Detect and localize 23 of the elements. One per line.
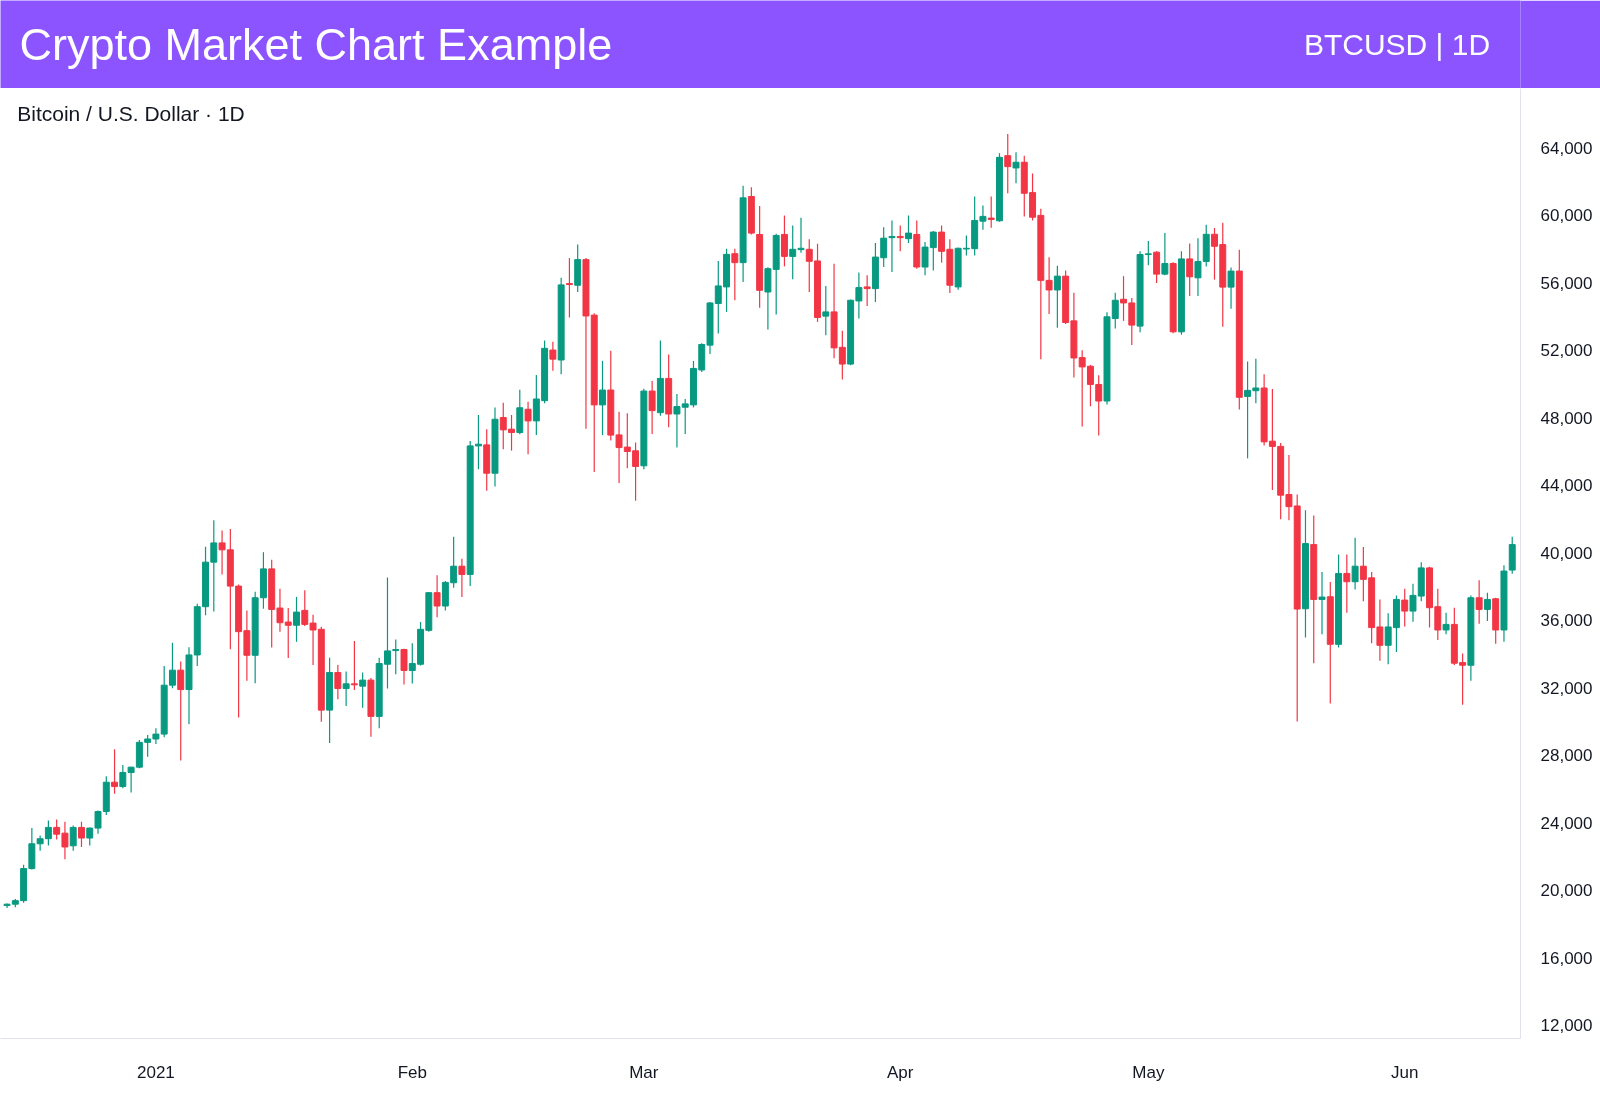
y-tick-label: 32,000 [1540,678,1593,698]
y-tick-label: 24,000 [1540,813,1593,833]
y-tick-label: 16,000 [1540,948,1593,968]
y-tick-label: 60,000 [1540,206,1593,226]
x-tick-label: Apr [887,1062,914,1082]
y-tick-label: 64,000 [1540,138,1593,158]
text: Bitcoin / U.S. Dollar · 1D [17,101,245,125]
x-tick-label: 2021 [137,1062,175,1082]
x-tick-label: Mar [629,1062,659,1082]
x-tick-label: Feb [397,1062,427,1082]
y-tick-label: 48,000 [1540,408,1593,428]
y-tick-label: 52,000 [1540,341,1593,361]
text: BTCUSD | 1D [1303,28,1491,61]
y-tick-label: 44,000 [1540,476,1593,496]
x-tick-label: May [1132,1062,1165,1082]
y-tick-label: 36,000 [1540,611,1593,631]
y-tick-label: 20,000 [1540,881,1593,901]
y-tick-label: 56,000 [1540,273,1593,293]
y-tick-label: 12,000 [1540,1016,1593,1035]
x-tick-label: Jun [1391,1062,1419,1082]
y-tick-label: 40,000 [1540,543,1593,563]
y-tick-label: 28,000 [1540,746,1593,766]
chart-title: Crypto Market Chart Example [19,19,613,70]
